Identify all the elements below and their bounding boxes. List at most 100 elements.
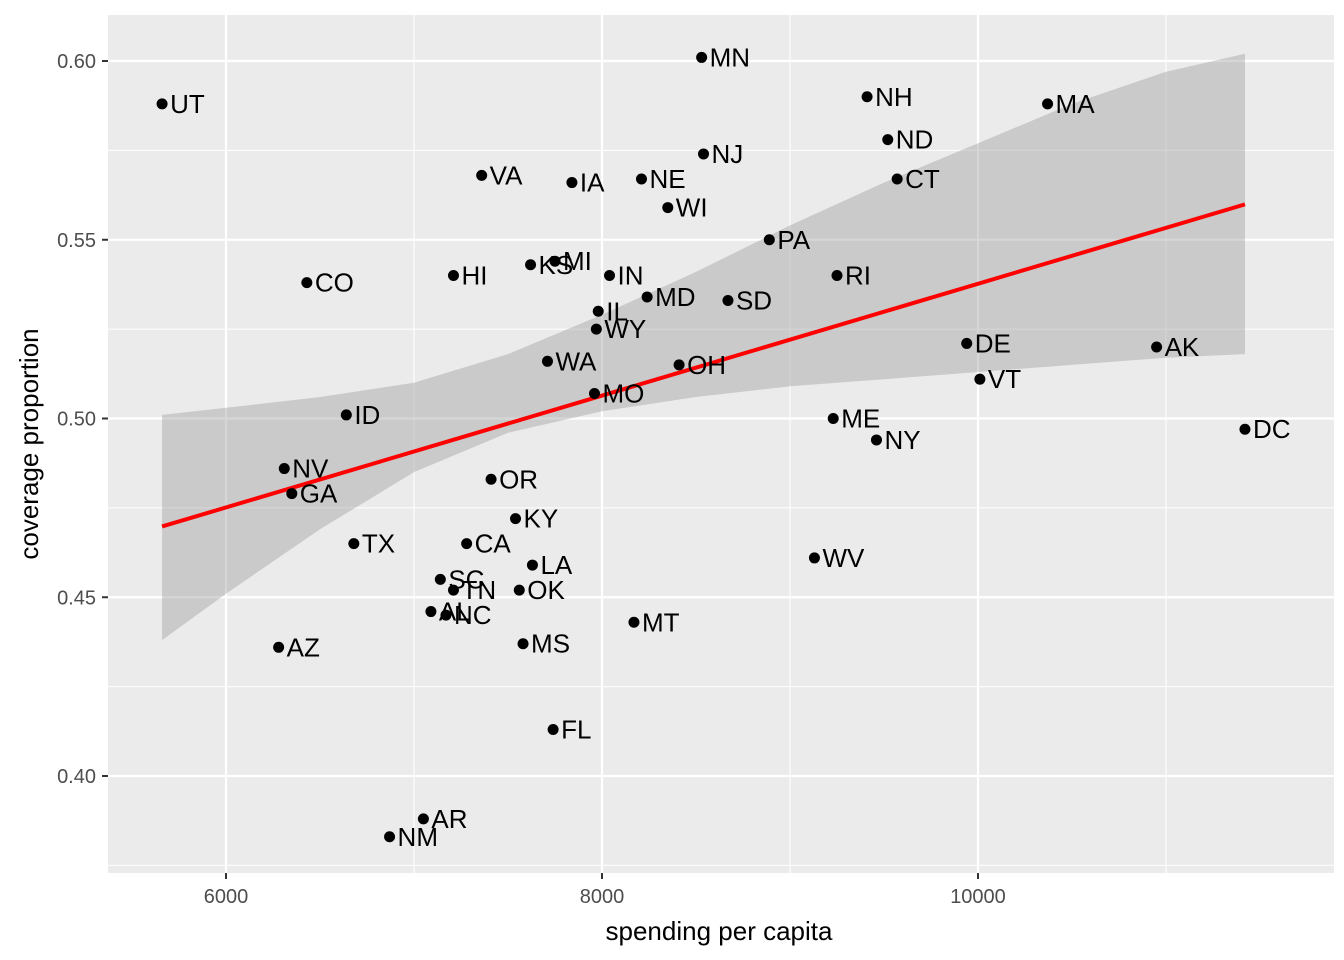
point-label-tn: TN <box>461 575 496 605</box>
point-label-de: DE <box>975 328 1011 358</box>
axis-ticks <box>102 60 979 879</box>
minor-gridlines <box>108 15 1334 873</box>
y-tick-label: 0.60 <box>57 51 96 73</box>
data-point-co <box>301 277 313 289</box>
data-point-ca <box>461 538 473 550</box>
data-point-me <box>827 413 839 424</box>
point-label-tx: TX <box>362 529 395 559</box>
y-tick-label: 0.45 <box>57 587 96 609</box>
point-label-wy: WY <box>604 314 646 344</box>
confidence-band <box>162 53 1246 641</box>
data-point-wa <box>541 355 553 367</box>
x-axis-title: spending per capita <box>606 916 833 946</box>
data-point-ct <box>891 173 903 185</box>
data-point-ak <box>1151 341 1163 353</box>
y-tick-label: 0.55 <box>57 230 96 252</box>
y-axis-title: coverage proportion <box>14 328 44 559</box>
point-label-mn: MN <box>710 42 750 72</box>
point-label-va: VA <box>490 160 523 190</box>
point-label-la: LA <box>540 550 572 580</box>
major-gridlines <box>108 15 1334 873</box>
point-label-wv: WV <box>822 543 865 573</box>
point-label-wa: WA <box>555 346 597 376</box>
data-point-mn <box>696 51 708 63</box>
data-point-nc <box>440 609 452 621</box>
point-label-ga: GA <box>300 479 338 509</box>
point-label-oh: OH <box>687 350 726 380</box>
data-point-ky <box>510 513 522 525</box>
point-label-ok: OK <box>527 575 565 605</box>
y-tick-label: 0.40 <box>57 766 96 788</box>
data-point-fl <box>547 724 559 736</box>
point-label-or: OR <box>499 464 538 494</box>
data-point-pa <box>763 234 775 246</box>
point-label-ky: KY <box>524 504 559 534</box>
data-point-ri <box>831 270 843 281</box>
point-label-ak: AK <box>1165 332 1200 362</box>
point-label-sd: SD <box>736 286 772 316</box>
data-point-ut <box>156 98 168 110</box>
point-label-nv: NV <box>292 454 329 484</box>
data-point-tx <box>348 538 360 550</box>
x-tick-label: 10000 <box>950 886 1006 908</box>
point-label-nh: NH <box>875 82 913 112</box>
data-point-ok <box>513 584 525 596</box>
point-label-me: ME <box>841 404 880 434</box>
data-point-vt <box>974 373 986 385</box>
data-point-mo <box>588 387 600 399</box>
point-label-fl: FL <box>561 715 591 745</box>
data-point-wi <box>662 202 674 214</box>
data-point-sc <box>434 573 446 585</box>
data-points <box>156 51 1251 843</box>
point-label-nm: NM <box>398 822 438 852</box>
data-point-md <box>641 291 653 303</box>
point-label-az: AZ <box>287 632 320 662</box>
point-label-sc: SC <box>448 564 484 594</box>
point-label-in: IN <box>618 261 644 291</box>
data-point-or <box>485 473 497 485</box>
point-label-ia: IA <box>580 168 605 198</box>
data-point-sd <box>722 295 734 307</box>
data-point-mt <box>628 616 640 628</box>
point-label-ne: NE <box>649 164 685 194</box>
point-label-md: MD <box>655 282 695 312</box>
data-point-nm <box>384 831 396 843</box>
point-label-wi: WI <box>676 193 708 223</box>
data-point-ga <box>286 488 298 500</box>
point-label-mi: MI <box>563 246 592 276</box>
data-point-ar <box>417 813 429 825</box>
point-label-ri: RI <box>845 261 871 291</box>
data-point-ne <box>635 173 647 185</box>
point-label-ma: MA <box>1056 89 1096 119</box>
data-point-mi <box>549 255 561 267</box>
regression-line <box>161 202 1246 529</box>
point-label-vt: VT <box>988 364 1021 394</box>
data-point-ny <box>870 434 882 446</box>
x-tick-label: 8000 <box>580 886 625 908</box>
point-label-nj: NJ <box>712 139 744 169</box>
point-label-ut: UT <box>170 89 205 119</box>
point-label-al: AL <box>439 597 471 627</box>
data-point-il <box>592 305 604 317</box>
point-label-co: CO <box>315 268 354 298</box>
data-point-ks <box>525 259 537 271</box>
point-label-mo: MO <box>602 378 644 408</box>
plot-panel <box>108 15 1334 873</box>
point-label-nd: ND <box>896 125 934 155</box>
data-point-dc <box>1239 423 1251 435</box>
data-point-de <box>961 337 973 349</box>
data-point-az <box>273 641 285 653</box>
data-point-nh <box>861 91 873 103</box>
data-point-ia <box>566 177 578 189</box>
data-point-id <box>340 409 352 421</box>
data-point-tn <box>447 584 459 596</box>
data-point-nd <box>882 134 894 146</box>
data-point-oh <box>673 359 685 371</box>
point-label-hi: HI <box>461 261 487 291</box>
point-label-ar: AR <box>431 804 467 834</box>
x-tick-label: 6000 <box>204 886 249 908</box>
data-point-nj <box>698 148 710 160</box>
point-label-ny: NY <box>884 425 920 455</box>
